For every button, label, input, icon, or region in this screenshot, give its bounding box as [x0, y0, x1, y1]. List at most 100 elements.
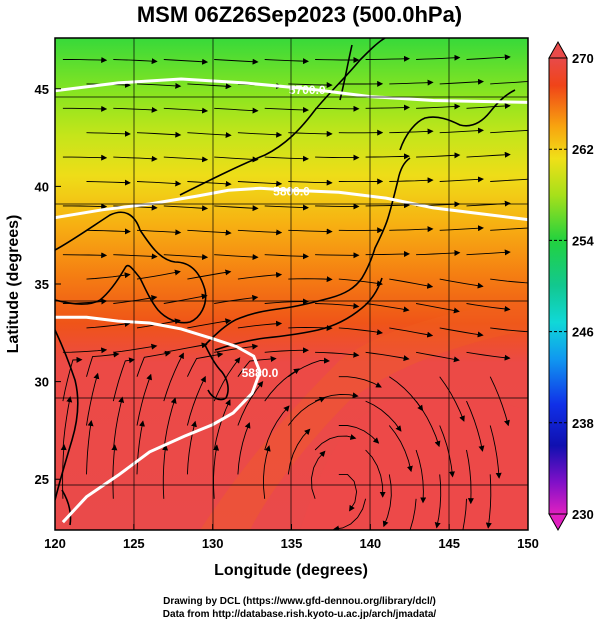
streamline: [113, 294, 158, 304]
streamline: [287, 396, 326, 426]
streamline: [288, 276, 333, 283]
streamline: [136, 131, 182, 138]
streamline: [315, 105, 360, 112]
streamline: [415, 449, 427, 504]
y-axis-title: Latitude (degrees): [5, 215, 22, 354]
streamline: [338, 473, 358, 512]
streamline: [187, 269, 232, 280]
streamline: [163, 107, 209, 114]
page-title: MSM 06Z26Sep2023 (500.0hPa): [136, 2, 463, 27]
streamline: [315, 252, 360, 259]
colorbar-tick-label: 254: [572, 233, 594, 248]
streamline: [315, 57, 360, 63]
streamline: [214, 107, 259, 114]
streamline: [389, 79, 434, 86]
colorbar-tick-label: 270: [572, 51, 594, 66]
streamline: [163, 58, 209, 65]
y-tick-labels: 25 30 35 40 45: [35, 82, 61, 487]
streamline: [466, 102, 511, 109]
streamline: [186, 375, 206, 426]
x-tick-label: 140: [359, 536, 381, 551]
streamline: [338, 376, 382, 388]
colorbar-bottom-arrow: [548, 513, 568, 532]
streamline: [214, 205, 259, 212]
x-tick-label: 125: [123, 536, 145, 551]
streamline: [62, 154, 108, 161]
streamline: [439, 327, 484, 338]
streamline: [62, 203, 108, 210]
contour-line: [55, 186, 528, 222]
streamline: [62, 347, 108, 354]
streamline: [439, 278, 484, 289]
streamline: [112, 357, 135, 402]
coastline-russia: [179, 38, 386, 196]
streamline: [86, 372, 100, 426]
streamline: [490, 278, 528, 284]
streamline: [287, 428, 311, 475]
streamline: [439, 425, 455, 478]
y-tick-label: 30: [35, 375, 49, 390]
streamline: [237, 422, 251, 475]
colorbar-tick-labels: 270 262 254 246 238 230: [549, 51, 594, 522]
streamline: [333, 498, 367, 530]
streamline: [416, 351, 460, 363]
streamline: [389, 278, 434, 289]
streamline: [389, 327, 434, 338]
streamline: [136, 373, 153, 426]
map-plot: 5700.0 5800.0 5880.0: [54, 37, 529, 531]
streamline: [163, 293, 208, 304]
colorbar-top-arrow: [548, 40, 568, 59]
x-axis-title: Longitude (degrees): [214, 562, 368, 579]
y-tick-label: 25: [35, 472, 49, 487]
y-axis: 25 30 35 40 45 Latitude (degrees): [5, 82, 61, 487]
streamline: [264, 347, 309, 354]
streamline: [365, 153, 410, 160]
streamline: [237, 381, 264, 426]
streamline: [264, 204, 309, 211]
streamline: [263, 445, 271, 499]
streamline: [214, 254, 259, 261]
streamline: [187, 132, 232, 139]
cool-band: [200, 300, 528, 530]
streamline: [490, 327, 528, 333]
coastline-china-coast: [55, 329, 79, 501]
coastline-honshu: [204, 157, 411, 346]
streamline: [315, 351, 360, 358]
streamline: [264, 106, 309, 113]
contour-label: 5880.0: [242, 366, 279, 380]
streamline: [163, 352, 184, 402]
coastline-sakhalin: [339, 44, 353, 101]
streamline: [163, 156, 209, 163]
streamline: [62, 105, 108, 112]
streamline: [187, 229, 232, 236]
footer-credit-drawing: Drawing by DCL (https://www.gfd-dennou.o…: [163, 596, 436, 607]
streamline: [213, 399, 231, 451]
streamline: [365, 351, 410, 362]
streamline: [490, 129, 528, 134]
streamline: [264, 253, 309, 260]
coastline-korea: [55, 211, 207, 324]
streamline: [162, 444, 169, 499]
streamline: [288, 82, 333, 89]
streamline: [237, 180, 283, 187]
streamline: [439, 127, 484, 134]
streamline: [62, 396, 73, 451]
streamline: [462, 498, 467, 530]
streamline: [136, 420, 145, 475]
streamline: [62, 356, 83, 402]
streamline: [113, 343, 158, 353]
streamline: [113, 58, 158, 65]
streamline: [237, 229, 283, 236]
streamline: [466, 151, 511, 158]
streamline: [264, 405, 290, 451]
x-axis: 120 125 130 135 140 145 150 Longitude (degrees…: [44, 524, 539, 579]
streamline: [466, 400, 485, 452]
streamline: [485, 474, 492, 529]
colorbar-tick-label: 246: [572, 325, 594, 340]
colorbar-tick-label: 230: [572, 507, 594, 522]
streamline: [214, 294, 259, 304]
streamline: [416, 152, 461, 159]
streamline: [264, 298, 309, 305]
streamline: [466, 303, 511, 312]
